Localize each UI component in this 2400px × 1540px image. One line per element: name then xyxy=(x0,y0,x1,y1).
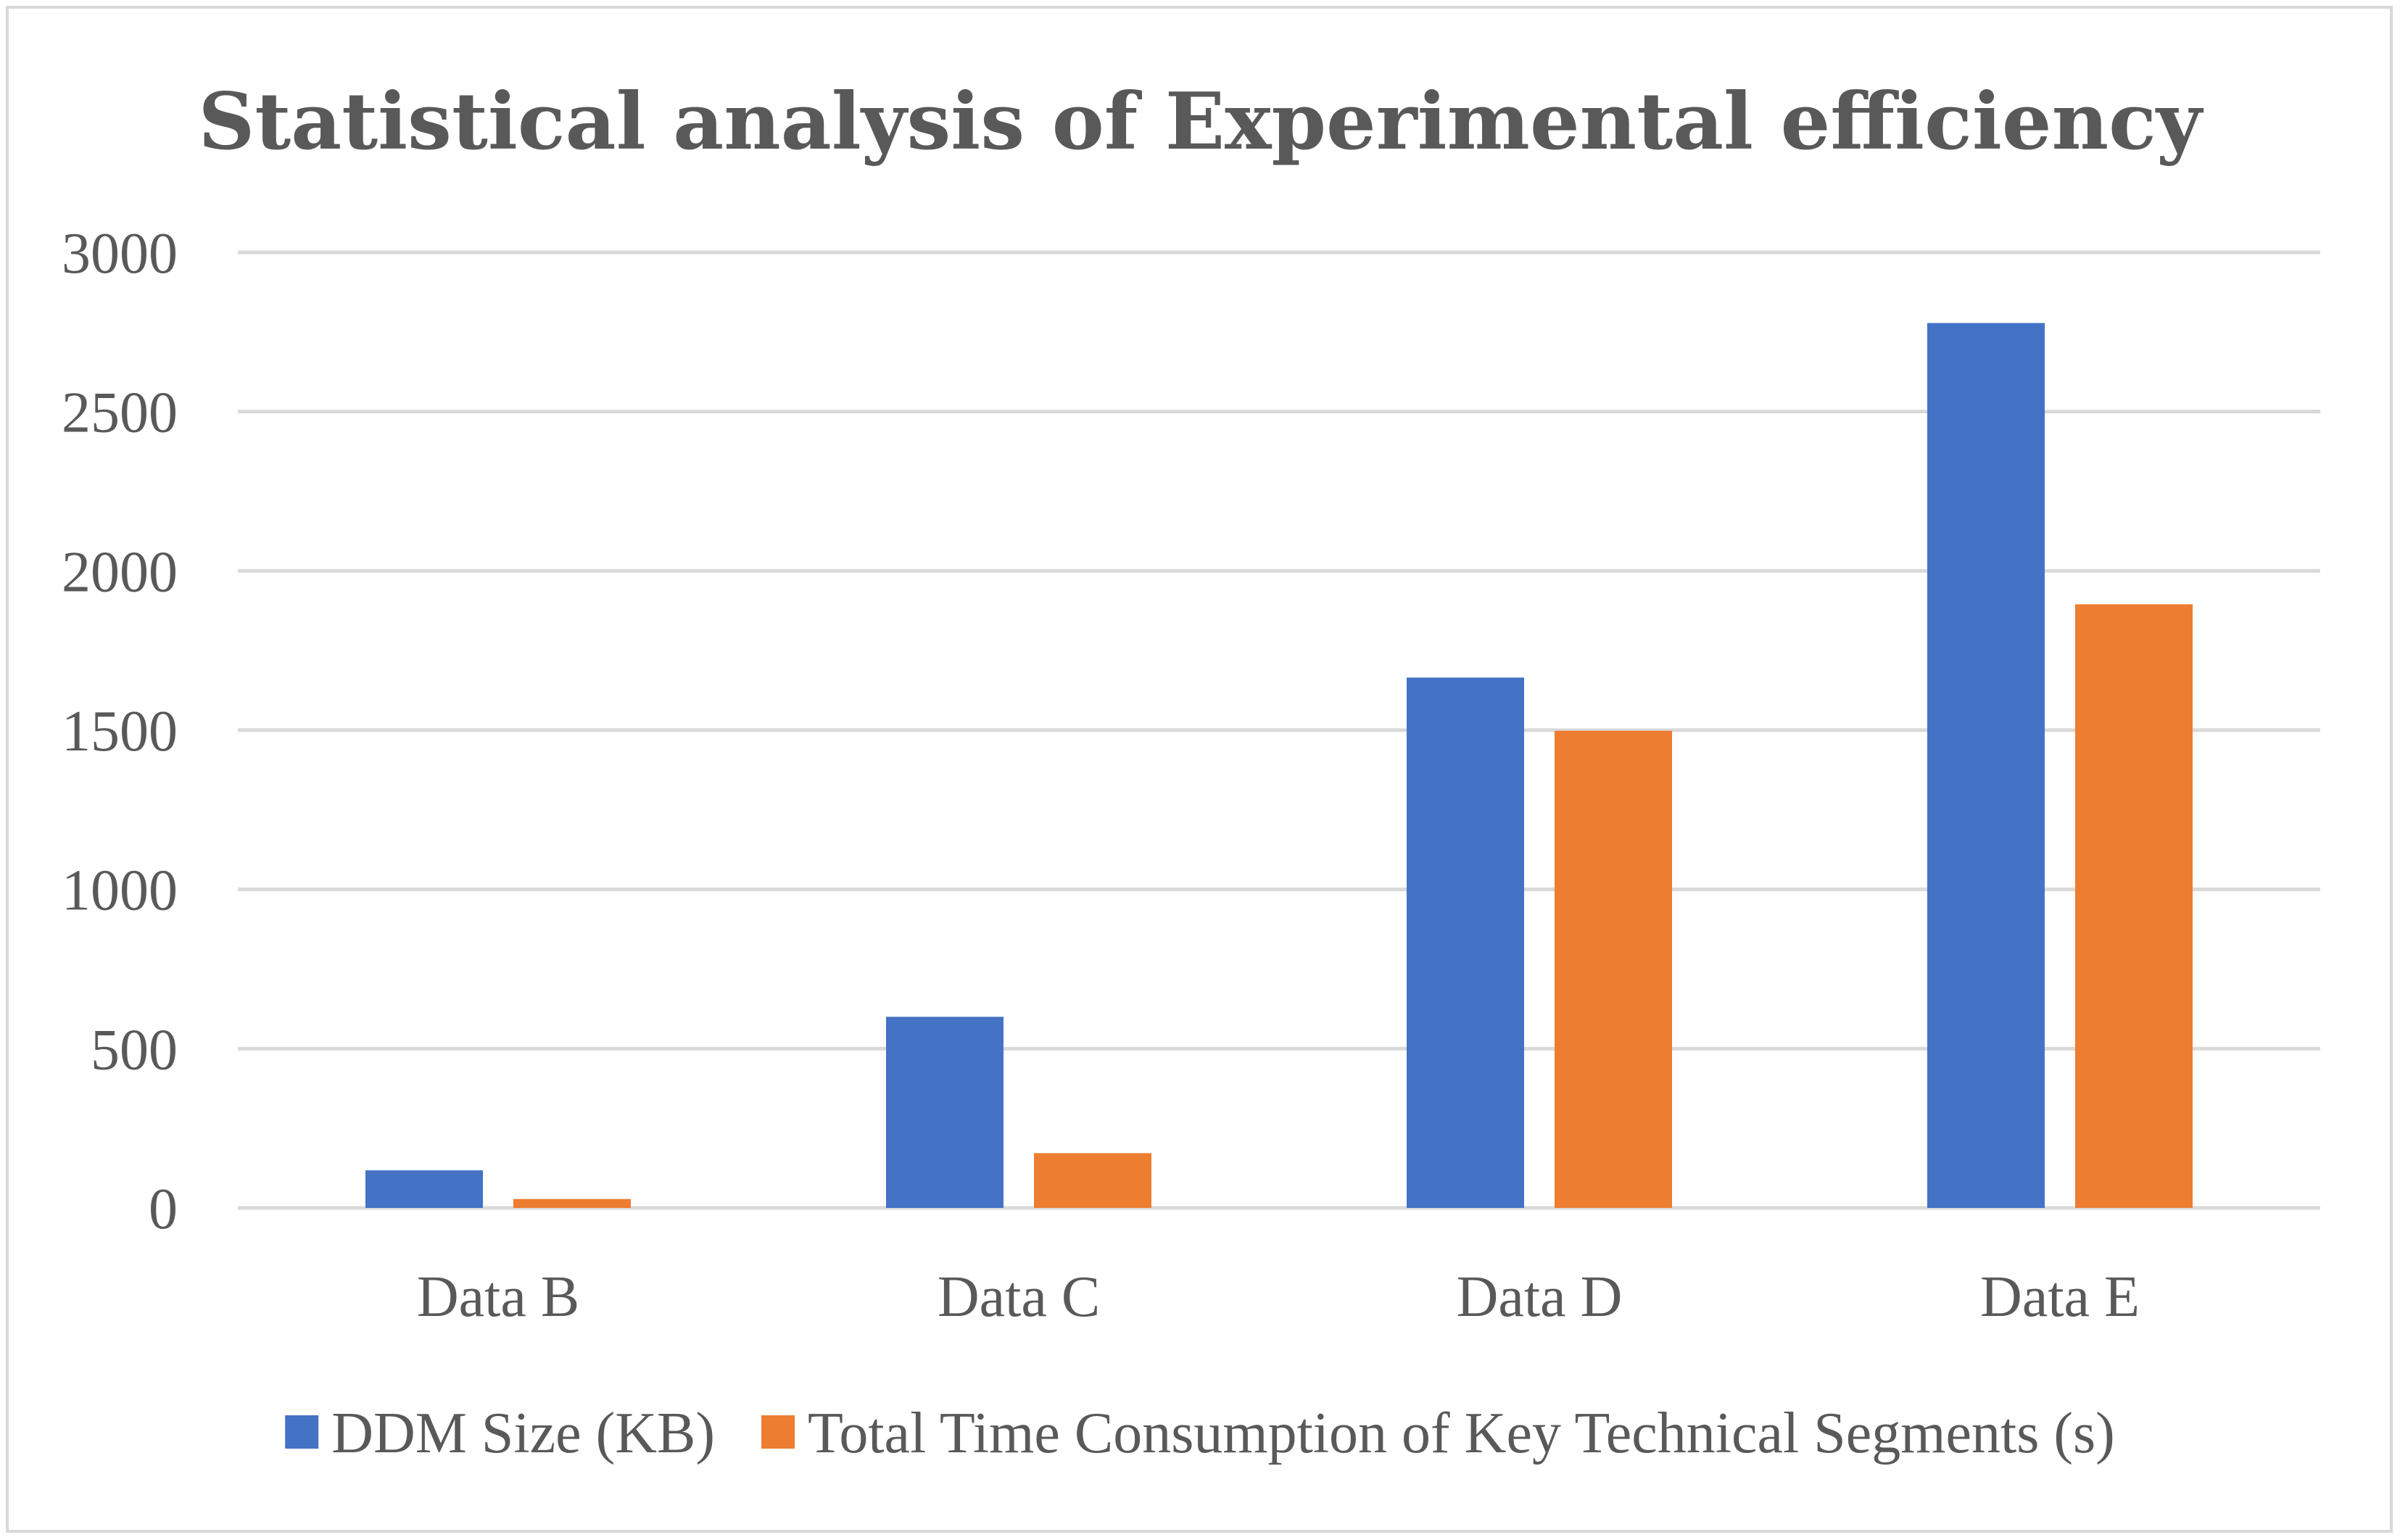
bar-time-consumption-data-c xyxy=(1034,1153,1151,1208)
legend-label: Total Time Consumption of Key Technical … xyxy=(808,1402,2115,1465)
legend: DDM Size (KB) Total Time Consumption of K… xyxy=(285,1402,2115,1465)
bar-ddm-size-data-e xyxy=(1927,323,2045,1209)
legend-swatch xyxy=(761,1415,795,1449)
bar-time-consumption-data-d xyxy=(1555,730,1672,1208)
bar-ddm-size-data-b xyxy=(365,1170,483,1208)
x-tick-label: Data D xyxy=(1457,1265,1623,1329)
y-tick-label: 1500 xyxy=(62,700,178,763)
legend-swatch xyxy=(285,1415,319,1449)
y-tick-label: 0 xyxy=(149,1177,178,1241)
y-tick-label: 2000 xyxy=(62,540,178,604)
y-tick-label: 3000 xyxy=(62,222,178,286)
legend-label: DDM Size (KB) xyxy=(331,1402,715,1465)
y-axis-ticks: 0 500 1000 1500 2000 2500 3000 xyxy=(62,222,178,1241)
x-axis-ticks: Data B Data C Data D Data E xyxy=(417,1265,2140,1329)
chart-title: Statistical analysis of Experimental eff… xyxy=(198,76,2204,167)
x-tick-label: Data C xyxy=(938,1265,1100,1329)
bar-ddm-size-data-c xyxy=(886,1017,1004,1208)
x-tick-label: Data E xyxy=(1980,1265,2140,1329)
y-tick-label: 2500 xyxy=(62,381,178,445)
x-tick-label: Data B xyxy=(417,1265,579,1329)
bars xyxy=(365,323,2193,1209)
y-tick-label: 1000 xyxy=(62,859,178,923)
y-tick-label: 500 xyxy=(91,1018,178,1082)
bar-time-consumption-data-e xyxy=(2075,604,2193,1208)
bar-time-consumption-data-b xyxy=(513,1199,631,1208)
bar-ddm-size-data-d xyxy=(1407,677,1524,1208)
